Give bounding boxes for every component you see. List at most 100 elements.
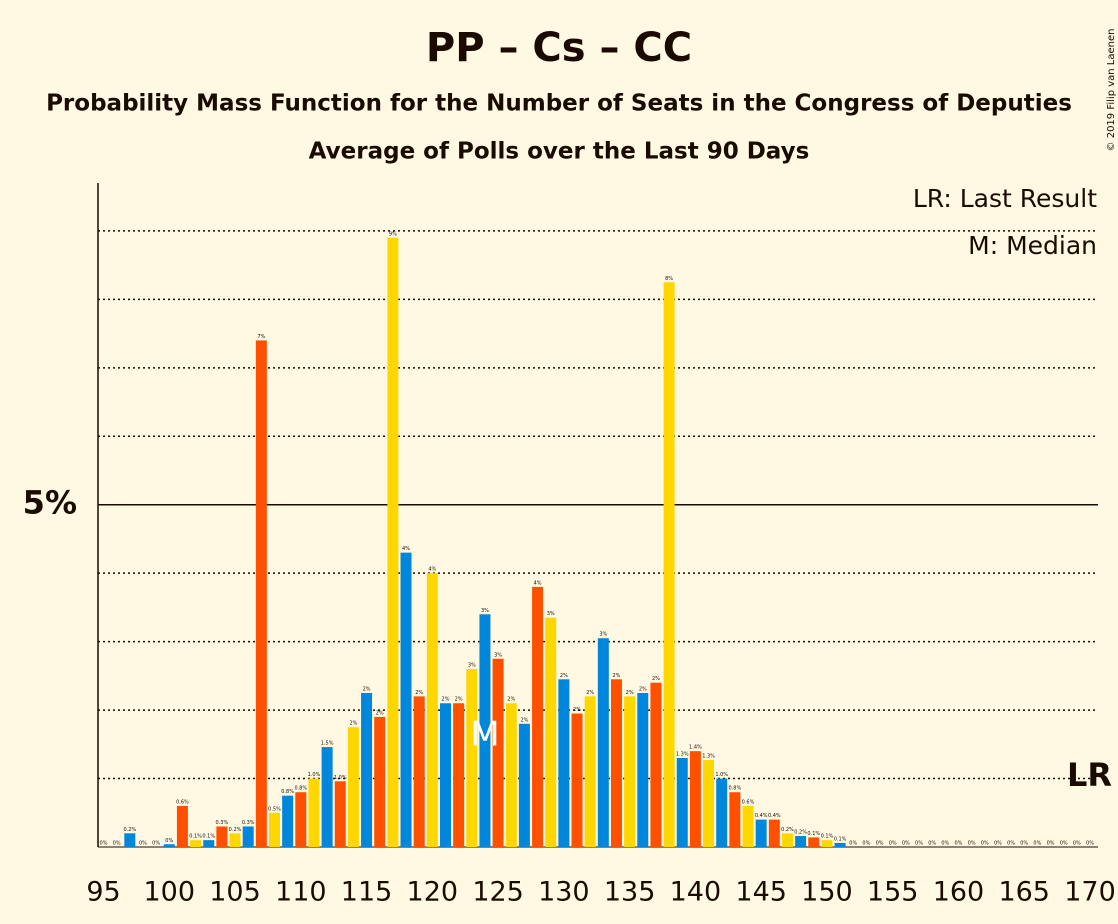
value-label: 2% — [560, 673, 568, 679]
x-tick-label: 100 — [143, 877, 195, 908]
value-label: 0% — [902, 841, 910, 847]
value-label: 0.4% — [768, 813, 781, 819]
value-label: 2% — [652, 676, 660, 682]
x-tick-label: 170 — [1064, 877, 1116, 908]
value-label: 3% — [468, 663, 476, 669]
value-label: 0% — [152, 841, 160, 847]
bar — [216, 826, 228, 847]
value-label: 4% — [534, 580, 542, 586]
bar — [650, 682, 662, 847]
value-label: 0.6% — [176, 799, 189, 805]
value-label: 0% — [915, 841, 923, 847]
bar — [532, 586, 544, 847]
bar — [374, 716, 386, 847]
bar — [347, 727, 359, 847]
bar — [584, 696, 596, 847]
bar — [755, 819, 767, 847]
bar — [624, 696, 636, 847]
bar — [571, 713, 583, 847]
bar — [610, 679, 622, 847]
value-label: 0.6% — [742, 799, 755, 805]
value-label: 0% — [100, 841, 108, 847]
bar — [453, 703, 465, 847]
value-label: 2% — [442, 697, 450, 703]
value-label: 0% — [968, 841, 976, 847]
bar — [190, 840, 202, 847]
x-tick-label: 140 — [670, 877, 722, 908]
bar — [334, 781, 346, 847]
value-label: 3% — [599, 632, 607, 638]
value-label: 2% — [455, 697, 463, 703]
value-label: 4% — [428, 567, 436, 573]
value-label: 2% — [626, 690, 634, 696]
legend-entry: M: Median — [968, 231, 1097, 260]
value-label: 0% — [165, 838, 173, 844]
bar — [387, 237, 399, 848]
value-label: 2% — [520, 717, 528, 723]
bar — [255, 340, 267, 847]
value-label: 4% — [402, 546, 410, 552]
value-label: 0.3% — [216, 820, 229, 826]
bar — [703, 760, 715, 847]
last-result-label: LR — [1067, 756, 1112, 794]
value-label: 0.5% — [268, 806, 281, 812]
value-label: 0.2% — [123, 827, 136, 833]
value-label: 0.8% — [294, 786, 307, 792]
bar — [268, 812, 280, 847]
bar — [413, 696, 425, 847]
value-label: 0% — [889, 841, 897, 847]
value-label: 0% — [139, 841, 147, 847]
bar — [795, 836, 807, 847]
x-tick-label: 130 — [538, 877, 590, 908]
bar — [834, 842, 846, 847]
legend-entry: LR: Last Result — [913, 184, 1097, 213]
bar — [518, 723, 530, 847]
bar — [821, 840, 833, 847]
x-tick-label: 105 — [209, 877, 261, 908]
bar — [558, 679, 570, 847]
value-label: 1.3% — [702, 754, 715, 760]
bar — [361, 692, 373, 847]
value-label: 0% — [1073, 841, 1081, 847]
value-label: 2% — [639, 686, 647, 692]
value-label: 1.0% — [334, 775, 347, 781]
value-label: 1.0% — [308, 772, 321, 778]
bar — [492, 658, 504, 847]
value-label: 0% — [876, 841, 884, 847]
bar — [124, 833, 136, 847]
value-label: 2% — [349, 721, 357, 727]
bar — [439, 703, 451, 847]
bar — [716, 778, 728, 847]
value-label: 0.8% — [281, 789, 294, 795]
value-label: 0.2% — [794, 830, 807, 836]
value-label: 0% — [994, 841, 1002, 847]
bar — [781, 833, 793, 847]
bar — [597, 638, 609, 847]
chart-title: PP – Cs – CC — [426, 25, 692, 71]
value-label: 3% — [481, 608, 489, 614]
value-label: 2% — [363, 686, 371, 692]
bar — [321, 747, 333, 847]
x-tick-label: 110 — [275, 877, 327, 908]
value-label: 2% — [376, 710, 384, 716]
bar — [400, 552, 412, 847]
value-label: 7% — [257, 334, 265, 340]
value-label: 0.2% — [781, 827, 794, 833]
x-tick-label: 145 — [735, 877, 787, 908]
x-tick-label: 165 — [998, 877, 1050, 908]
bar — [545, 617, 557, 847]
value-label: 1.5% — [321, 741, 334, 747]
value-label: 9% — [389, 231, 397, 237]
bar — [426, 573, 438, 847]
value-label: 0% — [981, 841, 989, 847]
bar — [295, 792, 307, 847]
x-tick-label: 120 — [407, 877, 459, 908]
median-marker: M — [470, 715, 499, 755]
bar — [742, 805, 754, 847]
value-label: 0.3% — [242, 820, 255, 826]
value-label: 2% — [586, 690, 594, 696]
bar — [203, 840, 215, 847]
bar — [676, 758, 688, 847]
x-tick-label: 135 — [604, 877, 656, 908]
